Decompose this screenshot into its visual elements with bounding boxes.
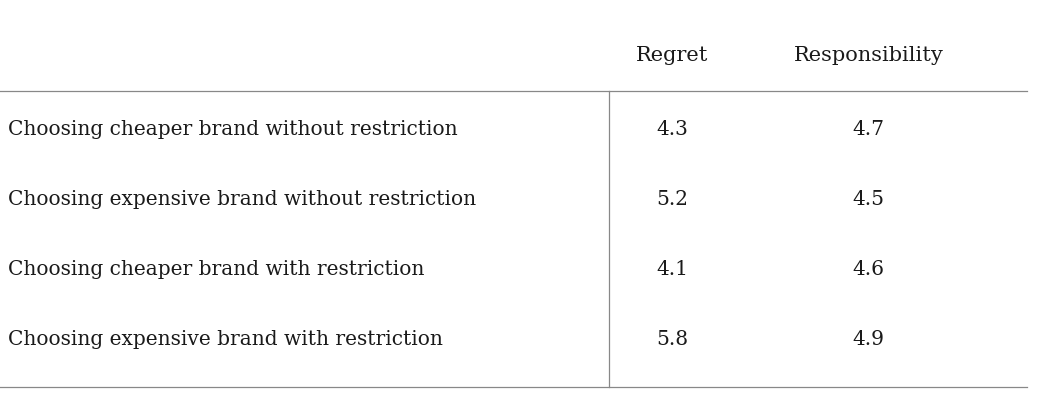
Text: Choosing expensive brand without restriction: Choosing expensive brand without restric… xyxy=(8,190,477,209)
Text: 4.9: 4.9 xyxy=(852,330,884,349)
Text: Regret: Regret xyxy=(636,46,708,65)
Text: 4.6: 4.6 xyxy=(852,260,884,279)
Text: 4.1: 4.1 xyxy=(657,260,688,279)
Text: 4.5: 4.5 xyxy=(852,190,884,209)
Text: 5.2: 5.2 xyxy=(657,190,688,209)
Text: 5.8: 5.8 xyxy=(657,330,688,349)
Text: Choosing cheaper brand without restriction: Choosing cheaper brand without restricti… xyxy=(8,120,459,139)
Text: Responsibility: Responsibility xyxy=(793,46,944,65)
Text: Choosing expensive brand with restriction: Choosing expensive brand with restrictio… xyxy=(8,330,444,349)
Text: 4.3: 4.3 xyxy=(657,120,688,139)
Text: 4.7: 4.7 xyxy=(852,120,884,139)
Text: Choosing cheaper brand with restriction: Choosing cheaper brand with restriction xyxy=(8,260,425,279)
